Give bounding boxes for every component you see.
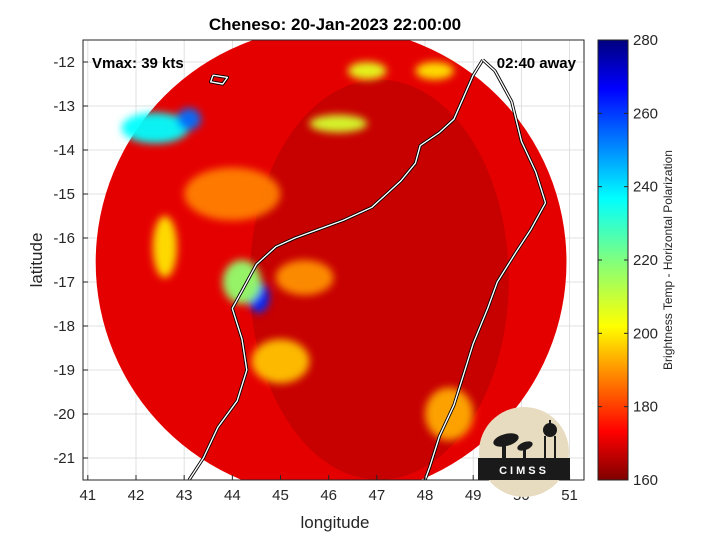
logo-text: CIMSS: [499, 465, 549, 477]
feature-blob: [309, 114, 368, 133]
x-tick-label: 51: [561, 487, 578, 504]
coastline-line: [209, 74, 229, 85]
y-axis-title: latitude: [27, 233, 46, 288]
chart-title: Cheneso: 20-Jan-2023 22:00:00: [209, 15, 461, 34]
colorbar-tick-label: 240: [633, 179, 658, 196]
colorbar-tick-label: 280: [633, 32, 658, 49]
colorbar: [597, 39, 629, 481]
coastline-line: [188, 59, 484, 480]
convective-features: [121, 62, 474, 441]
coastline: [187, 58, 548, 480]
colorbar-tick-label: 220: [633, 252, 658, 269]
y-tick-label: -14: [53, 142, 75, 159]
vmax-annotation: Vmax: 39 kts: [92, 55, 184, 72]
y-tick-label: -19: [53, 362, 75, 379]
swath-cold-core: [249, 79, 509, 480]
x-tick-label: 45: [272, 487, 289, 504]
coastline-line: [424, 59, 547, 480]
x-tick-label: 49: [465, 487, 482, 504]
y-tick-label: -20: [53, 406, 75, 423]
colorbar-tick-label: 160: [633, 472, 658, 489]
feature-blob: [347, 62, 387, 80]
feature-blob: [251, 339, 310, 384]
axes-frame: [82, 39, 585, 481]
x-axis-title: longitude: [300, 513, 369, 532]
time-away-annotation: 02:40 away: [497, 55, 577, 72]
feature-blob: [415, 62, 454, 80]
y-tick-label: -18: [53, 318, 75, 335]
x-tick-label: 42: [128, 487, 145, 504]
x-tick-label: 47: [369, 487, 386, 504]
colorbar-ticks: 160 180 200 220 240 260 280: [598, 32, 658, 489]
feature-blob: [121, 112, 189, 144]
y-tick-label: -15: [53, 186, 75, 203]
ticks: 4142434445464748495051-12-13-14-15-16-17…: [53, 54, 578, 504]
swath: [95, 40, 567, 480]
y-tick-label: -17: [53, 274, 75, 291]
y-tick-label: -21: [53, 450, 75, 467]
colorbar-tick-label: 200: [633, 325, 658, 342]
feature-blob: [184, 167, 281, 221]
y-tick-label: -13: [53, 98, 75, 115]
cimss-logo: CIMSS: [478, 407, 570, 497]
x-tick-label: 46: [320, 487, 337, 504]
feature-blob: [176, 108, 202, 131]
y-tick-label: -12: [53, 54, 75, 71]
x-tick-label: 48: [417, 487, 434, 504]
feature-blob: [275, 260, 334, 296]
y-tick-label: -16: [53, 230, 75, 247]
colorbar-label: Brightness Temp - Horizontal Polarizatio…: [661, 150, 675, 370]
feature-blob: [152, 216, 177, 278]
x-tick-label: 41: [79, 487, 96, 504]
x-tick-label: 43: [176, 487, 193, 504]
x-tick-label: 44: [224, 487, 241, 504]
colorbar-tick-label: 180: [633, 399, 658, 416]
colorbar-tick-label: 260: [633, 105, 658, 122]
